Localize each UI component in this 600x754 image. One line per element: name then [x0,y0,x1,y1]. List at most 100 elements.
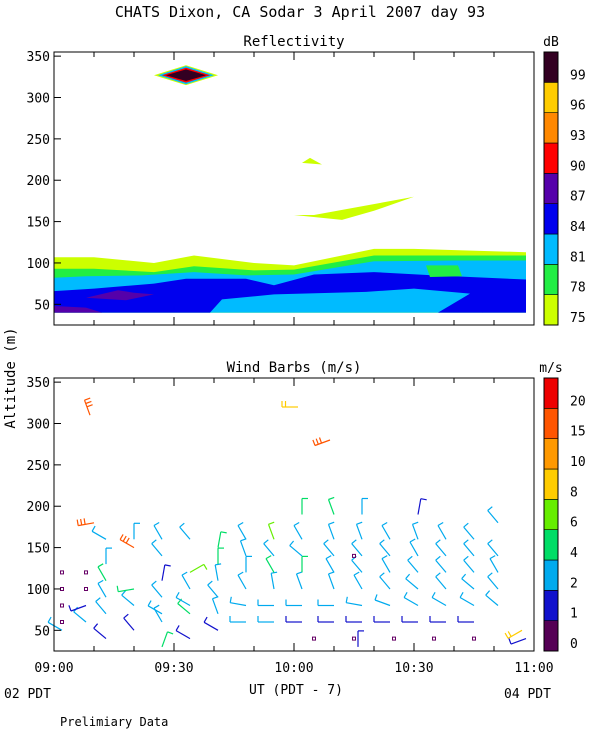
y-tick-label: 350 [27,50,50,65]
wind-barb-flag [68,605,72,612]
reflectivity-region [426,265,462,277]
right-date-label: 04 PDT [504,687,551,702]
wind-barb-shaft [265,558,275,573]
colorbar-swatch [543,468,559,500]
wind-barb-shaft [431,596,447,607]
wind-barb-shaft [181,574,191,590]
wind-barb [353,571,363,590]
wind-barb-shaft [83,399,91,416]
wind-barb [76,518,95,527]
wind-barb-flag [463,522,469,528]
wind-barb-shaft [97,583,107,598]
wind-barb-flag [487,506,493,511]
calm-marker [352,553,356,558]
wind-barb-flag [351,539,357,545]
wind-barb-shaft [175,630,191,640]
wind-barb-flag [220,531,227,534]
wind-barb-flag [485,590,491,596]
wind-barb-shaft [211,598,219,615]
wind-barb [68,604,87,612]
wind-barb-shaft [325,558,335,573]
wind-barb-shaft [489,558,499,573]
colorbar-tick-label: 84 [570,220,586,235]
y-tick-label: 300 [27,418,50,433]
wind-barb-shaft [327,499,335,515]
wind-barb-flag [237,571,244,576]
wind-barb [457,616,474,623]
wind-barb [289,540,303,557]
wind-barb [147,600,163,615]
wind-barb [257,599,274,607]
wind-barb-shaft [409,541,419,557]
reflectivity-colorbar: 75 78 81 84 87 90 93 96 99 [543,51,586,326]
wind-barb-flag [381,521,388,527]
wind-barb-shaft [177,603,191,615]
wind-barb-shaft [403,596,419,607]
colorbar-tick-label: 93 [570,129,586,144]
colorbar-tick-label: 90 [570,159,586,174]
wind-barb [459,592,475,607]
wind-barb [245,555,252,573]
colorbar-swatch [543,529,559,561]
wind-barb-flag [97,579,104,584]
reflectivity-region [54,306,102,313]
wind-barb-shaft [381,558,391,573]
wind-barb-shaft [435,559,447,573]
wind-barb [267,521,275,540]
wind-barb-flag [345,596,348,603]
wind-barb [93,623,107,640]
wind-barbs-unit: m/s [539,361,562,376]
wind-barb-shaft [381,525,391,540]
wind-barb [97,579,107,598]
wind-barb-shaft [179,526,191,540]
wind-barb [301,555,308,573]
wind-barb-flag [203,564,208,570]
wind-barb [403,592,419,607]
colorbar-tick-label: 10 [570,455,586,470]
wind-barb [381,521,391,540]
wind-barb [151,539,163,557]
wind-barb-flag [123,613,129,619]
wind-barb-flag [489,555,496,560]
wind-barb [285,599,302,607]
wind-barb [295,571,303,590]
wind-barb-shaft [267,524,275,540]
wind-barb-shaft [353,574,363,590]
reflectivity-region [482,283,526,313]
wind-barb-flag [403,592,408,598]
wind-barb-shaft [47,621,63,631]
wind-barb-shaft [417,498,422,515]
wind-barb-flag [80,518,83,526]
wind-barb-shaft [411,524,419,540]
wind-barb-shaft [507,629,523,639]
wind-barb-flag [147,600,152,607]
wind-barb-shaft [487,576,499,590]
wind-barb-flag [125,537,130,544]
wind-barbs-colorbar: 0 1 2 4 6 8 10 15 20 [543,377,586,652]
wind-barb [175,625,191,640]
wind-barb-flag [328,496,335,501]
wind-barb-flag [175,592,180,598]
calm-marker [84,587,88,591]
wind-barb-flag [323,539,329,545]
wind-barb [229,616,246,623]
colorbar-swatch [543,203,559,235]
wind-barb [317,616,334,623]
reflectivity-region [302,157,322,165]
wind-barb [407,555,419,573]
wind-barb-flag [293,521,300,527]
wind-barb-flag [153,604,160,609]
colorbar-frame [543,377,559,652]
calm-marker [84,570,88,575]
wind-barb-flag [237,521,244,527]
wind-barb-shaft [95,601,107,615]
wind-barb-flag [328,521,335,525]
wind-barb [487,539,499,557]
wind-barb [351,539,363,557]
wind-barb-flag [407,555,413,561]
colorbar-swatch [543,620,559,652]
colorbar-tick-label: 1 [570,607,578,622]
y-tick-label: 100 [27,583,50,598]
wind-barb [105,547,112,565]
wind-barb [179,522,191,540]
